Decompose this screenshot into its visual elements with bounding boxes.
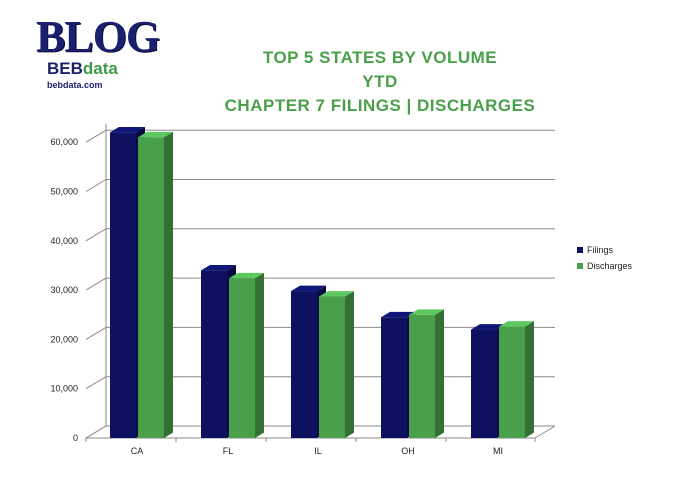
gridline-depth-6 <box>85 129 107 143</box>
x-tick-label-4: MI <box>493 446 503 456</box>
logo-blog-text: BLOG <box>36 12 160 61</box>
bar-discharges-mi-front <box>499 326 525 438</box>
y-tick-label-0: 0 <box>73 433 78 443</box>
bar-filings-oh-front <box>381 317 407 438</box>
y-tick-label-1: 10,000 <box>50 384 78 394</box>
y-tick-label-3: 30,000 <box>50 285 78 295</box>
bar-discharges-fl-top <box>229 272 264 279</box>
bar-filings-ca-top <box>110 126 145 133</box>
legend: Filings Discharges <box>577 245 633 271</box>
logo-beb-text: BEBdata <box>47 60 118 78</box>
bar-discharges-mi <box>499 321 534 438</box>
bar-discharges-mi-side <box>525 321 534 438</box>
bar-discharges-il-side <box>345 291 354 438</box>
bar-discharges-fl-side <box>255 272 264 438</box>
bar-filings-mi-front <box>471 329 497 438</box>
bar-discharges-il-front <box>319 296 345 438</box>
bar-discharges-ca-front <box>138 137 164 438</box>
chart-title-line-3: CHAPTER 7 FILINGS | DISCHARGES <box>224 96 536 115</box>
logo-beb-accent: data <box>82 59 118 78</box>
bar-filings-oh-top <box>381 311 416 318</box>
legend-swatch-discharges <box>577 263 583 269</box>
floor-right-edge <box>534 425 556 439</box>
y-tick-label-4: 40,000 <box>50 236 78 246</box>
bar-discharges-ca <box>138 131 173 438</box>
gridline-depth-0 <box>85 425 107 439</box>
logo-beb-prefix: BEB <box>47 59 83 78</box>
x-tick-label-1: FL <box>223 446 234 456</box>
bar-discharges-mi-top <box>499 321 534 327</box>
bar-filings-il-front <box>291 291 317 438</box>
gridline-depth-1 <box>85 376 107 390</box>
gridline-depth-5 <box>85 179 107 192</box>
bar-discharges-ca-top <box>138 131 173 138</box>
y-tick-label-6: 60,000 <box>50 137 78 147</box>
bar-discharges-fl <box>229 272 264 438</box>
bar-discharges-oh-top <box>409 309 444 315</box>
bar-filings-fl-front <box>201 270 227 438</box>
y-tick-label-2: 20,000 <box>50 334 78 344</box>
legend-label-filings: Filings <box>587 245 614 255</box>
x-tick-label-0: CA <box>131 446 144 456</box>
x-tick-label-3: OH <box>401 446 415 456</box>
gridline-depth-3 <box>85 277 107 291</box>
bar-discharges-il-top <box>319 291 354 297</box>
bar-filings-fl-top <box>201 264 236 271</box>
legend-label-discharges: Discharges <box>587 261 633 271</box>
bar-discharges-oh-side <box>435 309 444 438</box>
bar-filings-mi-top <box>471 324 506 330</box>
legend-swatch-filings <box>577 247 583 253</box>
bar-discharges-fl-front <box>229 278 255 438</box>
x-tick-label-2: IL <box>314 446 322 456</box>
chart-title-line-1: TOP 5 STATES BY VOLUME <box>262 48 498 67</box>
gridline-depth-4 <box>85 228 107 242</box>
y-tick-label-5: 50,000 <box>50 187 78 197</box>
logo-url: bebdata.com <box>47 80 103 90</box>
blog-logo: BLOG BEBdata bebdata.com <box>36 12 160 94</box>
bar-discharges-oh <box>409 309 444 438</box>
bar-discharges-il <box>319 291 354 438</box>
bar-filings-ca-front <box>110 132 136 438</box>
chart-title-line-2: YTD <box>362 72 398 91</box>
gridline-depth-2 <box>85 326 107 340</box>
bar-filings-il-top <box>291 285 326 292</box>
bar-discharges-oh-front <box>409 314 435 438</box>
bar-discharges-ca-side <box>164 131 173 438</box>
